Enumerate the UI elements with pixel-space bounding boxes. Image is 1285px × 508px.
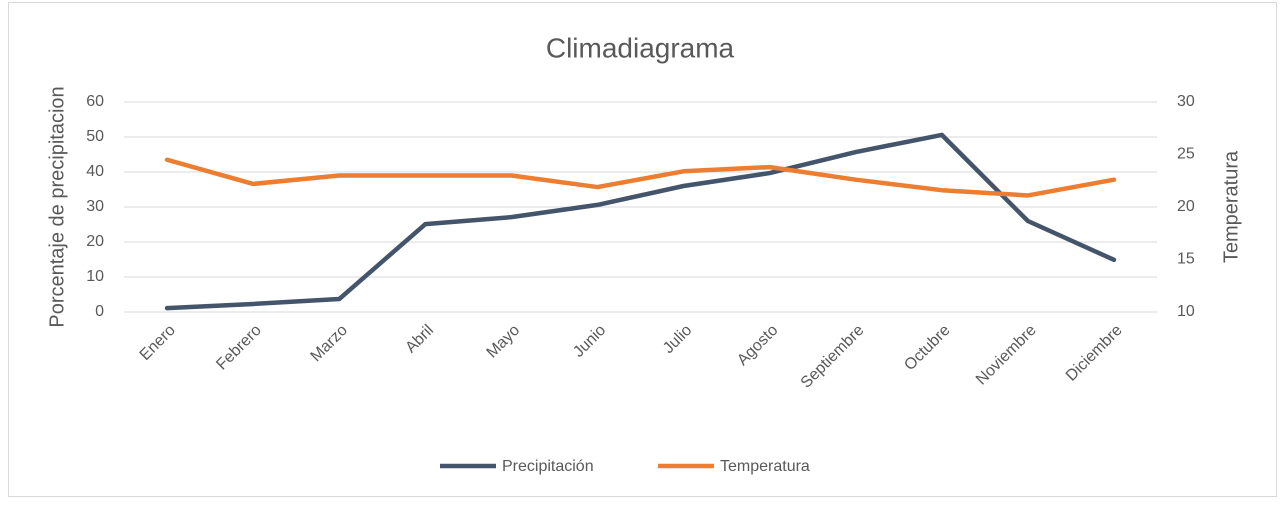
line-series [164, 157, 1117, 198]
y2-tick-label: 30 [1177, 93, 1195, 110]
y2-tick-label: 20 [1177, 198, 1195, 215]
y-tick-label: 40 [86, 163, 104, 180]
line-series [164, 132, 1117, 311]
y-tick-label: 20 [86, 233, 104, 250]
y-tick-label: 10 [86, 268, 104, 285]
y-tick-label: 0 [95, 303, 104, 320]
chart-title: Climadiagrama [546, 32, 735, 63]
y2-tick-label: 10 [1177, 303, 1195, 320]
y2-tick-label: 15 [1177, 251, 1195, 268]
y-tick-label: 30 [86, 198, 104, 215]
y2-axis-label: Temperatura [1220, 150, 1242, 263]
y2-tick-label: 25 [1177, 146, 1195, 163]
legend-label: Temperatura [720, 458, 810, 475]
legend-label: Precipitación [502, 458, 594, 475]
chart-frame [8, 2, 1277, 497]
y-tick-label: 60 [86, 93, 104, 110]
y-tick-label: 50 [86, 128, 104, 145]
y-axis-label: Porcentaje de precipitacion [46, 86, 68, 327]
